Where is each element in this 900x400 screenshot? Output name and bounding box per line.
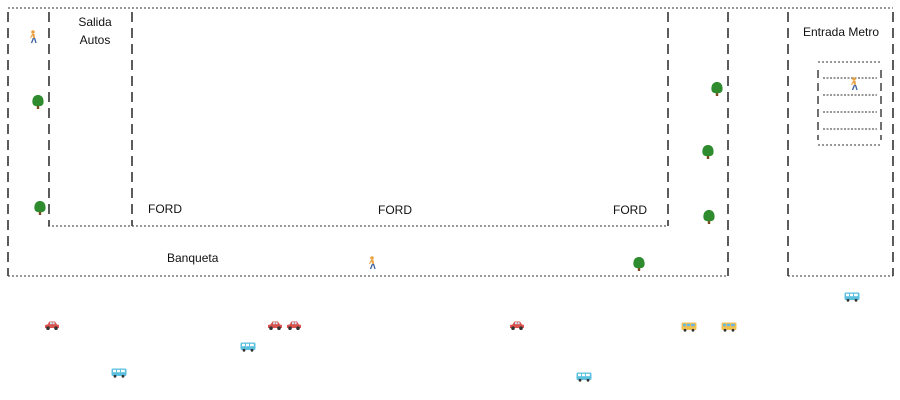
tree-icon [34,201,46,215]
tree-icon [703,210,715,224]
person-walking-icon [850,76,858,91]
salida-autos-label-line2: Autos [79,33,111,47]
tree-icon [702,145,714,159]
pedestrians [29,29,858,270]
trees [32,82,723,271]
ford-label-center: FORD [378,203,412,217]
person-walking-icon [368,255,376,270]
salida-autos-label-line1: Salida [78,15,112,29]
ford-label-right: FORD [613,203,647,217]
bus-icon [576,372,592,382]
car-icon [287,321,301,330]
entrada-metro-label: Entrada Metro [802,25,880,39]
boundary-lines [7,7,894,277]
car-icon [510,321,524,330]
car-icon [45,321,59,330]
tree-icon [32,95,44,109]
person-walking-icon [29,29,37,44]
metro-stairs [817,61,882,146]
bus-icon [681,322,697,332]
bus-icon [111,368,127,378]
tree-icon [711,82,723,96]
car-icon [268,321,282,330]
banqueta-label: Banqueta [167,251,219,265]
bus-icon [240,342,256,352]
tree-icon [633,257,645,271]
bus-icon [721,322,737,332]
vehicles [45,292,860,382]
ford-label-left: FORD [148,202,182,216]
bus-icon [844,292,860,302]
